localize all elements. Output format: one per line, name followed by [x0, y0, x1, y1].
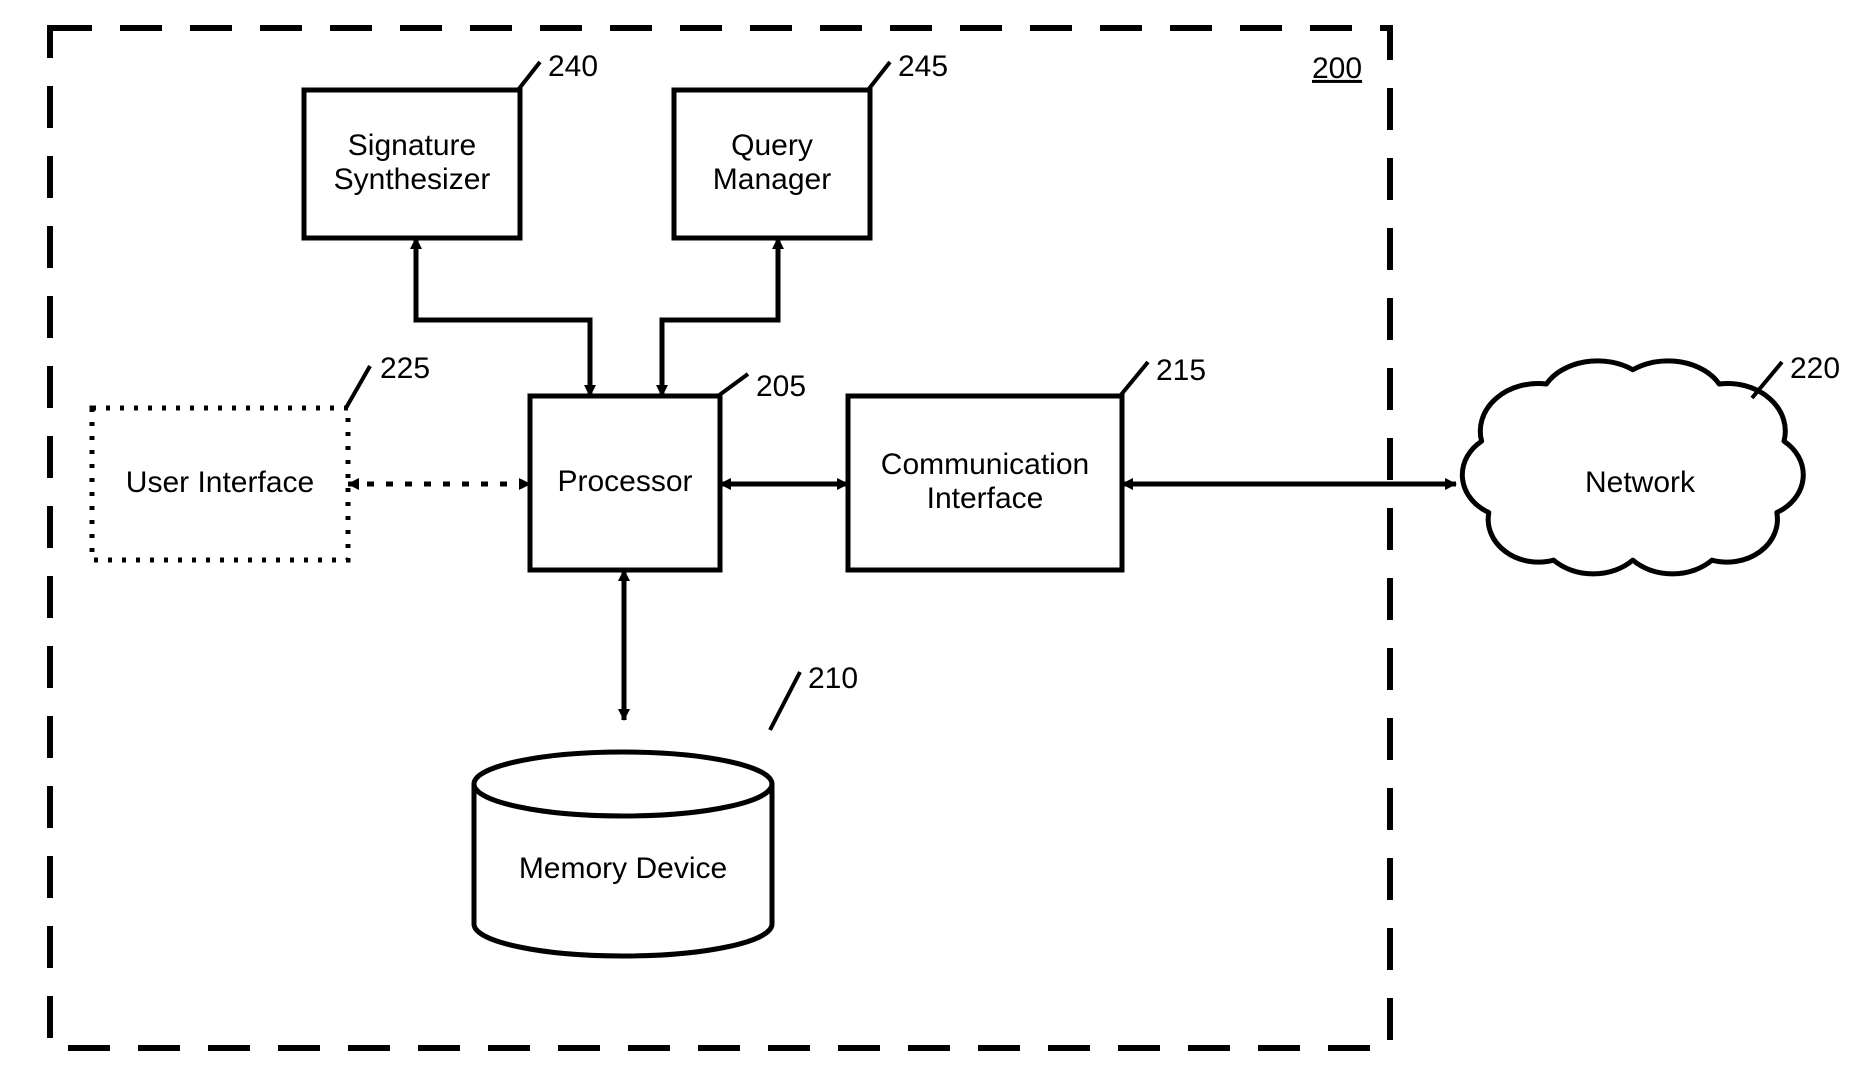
label-processor-0: Processor — [557, 465, 692, 498]
label-communication_interface-0: Communication — [881, 448, 1089, 481]
node-network: Network 220 — [1462, 352, 1840, 574]
ref-network: 220 — [1790, 352, 1840, 385]
label-query_manager-0: Query — [731, 129, 813, 162]
node-signature_synthesizer: SignatureSynthesizer 240 — [304, 50, 598, 238]
label-network: Network — [1585, 466, 1696, 499]
node-query_manager: QueryManager 245 — [674, 50, 948, 238]
node-processor: Processor 205 — [530, 370, 806, 570]
ref-communication_interface: 215 — [1156, 354, 1206, 387]
ref-processor: 205 — [756, 370, 806, 403]
ref-user_interface: 225 — [380, 352, 430, 385]
node-user_interface: User Interface 225 — [92, 352, 430, 560]
node-memory_device: Memory Device 210 — [474, 662, 858, 956]
ref-memory_device: 210 — [808, 662, 858, 695]
label-communication_interface-1: Interface — [927, 482, 1044, 515]
container-ref-label: 200 — [1312, 52, 1362, 85]
label-memory_device: Memory Device — [519, 852, 727, 885]
label-user_interface-0: User Interface — [126, 466, 314, 499]
edge-signature_synthesizer-processor — [416, 238, 590, 396]
label-signature_synthesizer-1: Synthesizer — [334, 163, 491, 196]
label-signature_synthesizer-0: Signature — [348, 129, 476, 162]
ref-query_manager: 245 — [898, 50, 948, 83]
node-communication_interface: CommunicationInterface 215 — [848, 354, 1206, 570]
ref-signature_synthesizer: 240 — [548, 50, 598, 83]
block-diagram: 200 SignatureSynthesizer 240 QueryManager 24… — [0, 0, 1865, 1088]
label-query_manager-1: Manager — [713, 163, 831, 196]
